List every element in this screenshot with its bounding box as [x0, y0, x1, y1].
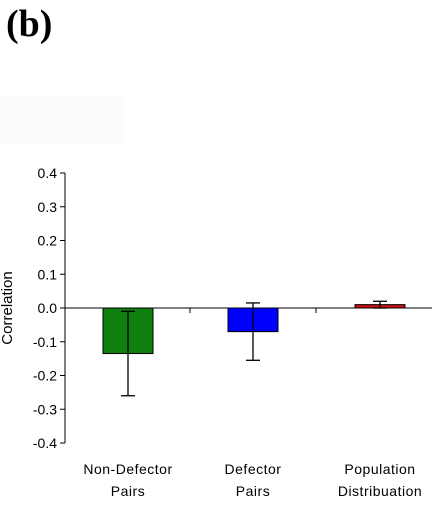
- category-label: Defector: [225, 461, 282, 477]
- y-tick-label: 0.1: [38, 266, 58, 282]
- faint-background-box: [0, 96, 124, 144]
- y-tick-label: -0.3: [33, 401, 57, 417]
- category-label: Non-Defector: [83, 461, 172, 477]
- y-tick-label: 0.3: [38, 199, 58, 215]
- y-tick-label: 0.0: [38, 300, 58, 316]
- y-axis-label: Correlation: [0, 271, 16, 344]
- panel-label: (b): [6, 3, 53, 45]
- error-bars: [121, 300, 387, 397]
- category-labels: Non-Defector Pairs Defector Pairs Population…: [83, 461, 422, 499]
- y-tick-label: -0.1: [33, 334, 57, 350]
- category-label: Pairs: [111, 483, 145, 499]
- y-tick-label: 0.4: [38, 165, 58, 181]
- bars: [102, 304, 406, 355]
- y-tick-label: 0.2: [38, 233, 58, 249]
- y-tick-label: -0.4: [33, 435, 57, 451]
- y-tick-labels: 0.4 0.3 0.2 0.1 0.0 -0.1 -0.2 -0.3 -0.4: [33, 165, 57, 451]
- category-label: Distribuation: [338, 483, 422, 499]
- category-label: Pairs: [236, 483, 270, 499]
- y-tick-label: -0.2: [33, 368, 57, 384]
- category-label: Population: [344, 461, 415, 477]
